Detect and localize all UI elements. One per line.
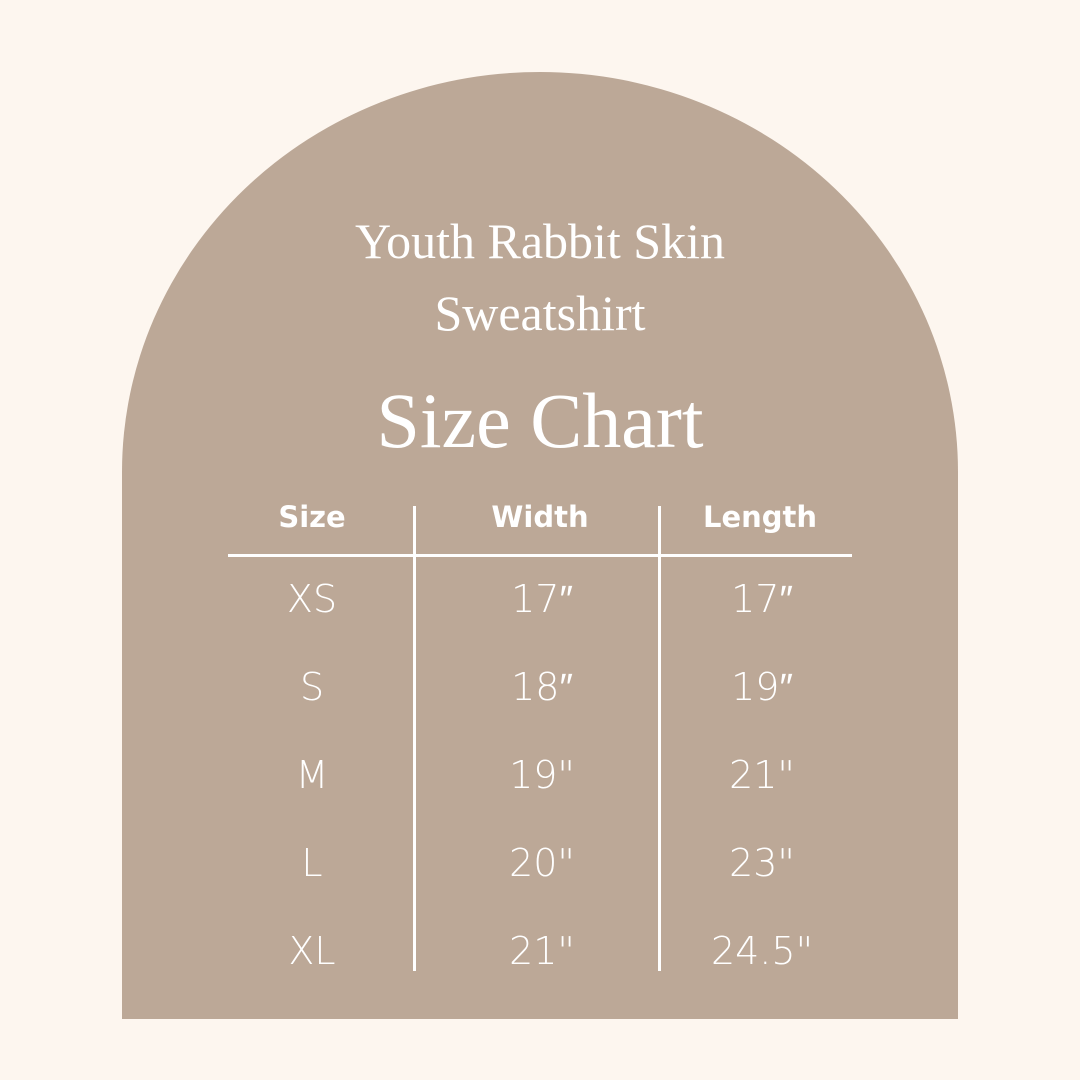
cell-length: 17″ [731, 577, 793, 621]
chart-heading: Size Chart [376, 377, 704, 464]
cell-width: 17″ [511, 577, 573, 621]
cell-size: XL [288, 929, 336, 973]
header-divider [228, 554, 852, 557]
cell-size: XS [286, 577, 338, 621]
title-line-1: Youth Rabbit Skin [354, 213, 726, 269]
cell-length: 21" [729, 753, 795, 797]
column-divider [413, 506, 416, 971]
cell-width: 20" [509, 841, 575, 885]
cell-width: 21" [509, 929, 575, 973]
cell-size: M [295, 753, 329, 797]
cell-length: 19″ [731, 665, 793, 709]
cell-length: 24.5" [710, 929, 814, 973]
header-length: Length [702, 500, 818, 534]
cell-length: 23" [729, 841, 795, 885]
cell-size: S [299, 665, 325, 709]
cell-width: 18″ [511, 665, 573, 709]
header-width: Width [491, 500, 589, 534]
column-divider [658, 506, 661, 971]
title-line-2: Sweatshirt [434, 285, 646, 341]
cell-size: L [301, 841, 323, 885]
arch-background [122, 72, 958, 1019]
cell-width: 19" [509, 753, 575, 797]
header-size: Size [278, 500, 346, 534]
